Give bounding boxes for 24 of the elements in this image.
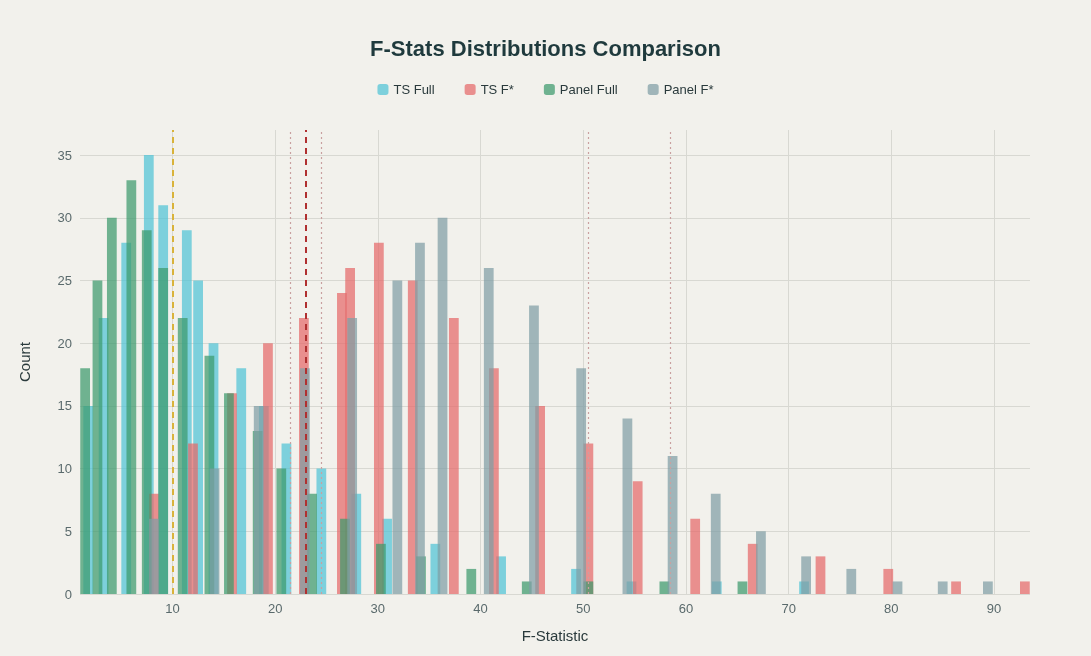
chart-title: F-Stats Distributions Comparison [370,35,721,61]
legend-label: Panel Full [559,82,618,97]
y-tick-label: 20 [57,335,72,351]
legend-label: Panel F* [663,82,714,97]
x-tick-label: 70 [781,601,796,616]
x-tick-label: 80 [884,601,899,616]
x-axis-title: F-Statistic [521,627,589,644]
y-axis-title: Count [16,341,33,383]
x-tick-label: 30 [370,601,386,616]
y-tick-label: 15 [57,398,72,414]
y-tick-label: 30 [57,210,72,226]
y-tick-label: 35 [57,147,72,163]
y-tick-label: 10 [57,461,72,477]
legend-label: TS F* [480,82,514,97]
x-tick-label: 90 [986,601,1002,616]
x-tick-label: 20 [267,601,283,616]
x-tick-label: 50 [576,601,591,616]
x-tick-label: 10 [165,601,180,616]
x-tick-label: 40 [473,601,488,616]
x-tick-label: 60 [678,601,694,616]
y-tick-label: 0 [64,586,72,602]
legend-label: TS Full [393,82,435,97]
y-tick-label: 5 [64,523,72,539]
y-tick-label: 25 [57,272,72,288]
